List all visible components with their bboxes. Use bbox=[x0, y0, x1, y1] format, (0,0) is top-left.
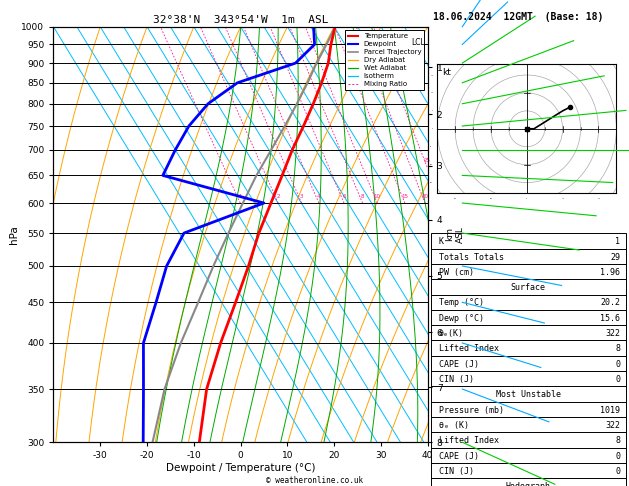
Text: Surface: Surface bbox=[511, 283, 546, 292]
Text: Hodograph: Hodograph bbox=[506, 482, 551, 486]
Text: 2: 2 bbox=[276, 194, 280, 199]
Text: 0: 0 bbox=[615, 467, 620, 476]
Text: Temp (°C): Temp (°C) bbox=[438, 298, 484, 308]
Text: 20.2: 20.2 bbox=[600, 298, 620, 308]
Text: 0: 0 bbox=[615, 360, 620, 369]
Text: 0: 0 bbox=[615, 375, 620, 384]
Text: 322: 322 bbox=[605, 421, 620, 430]
Text: Totals Totals: Totals Totals bbox=[438, 253, 504, 261]
Text: 15: 15 bbox=[401, 194, 408, 199]
Text: 322: 322 bbox=[605, 329, 620, 338]
Text: 6: 6 bbox=[342, 194, 346, 199]
Text: 1: 1 bbox=[238, 194, 242, 199]
Text: 18.06.2024  12GMT  (Base: 18): 18.06.2024 12GMT (Base: 18) bbox=[433, 12, 603, 22]
Text: kt: kt bbox=[443, 68, 452, 77]
X-axis label: Dewpoint / Temperature (°C): Dewpoint / Temperature (°C) bbox=[166, 463, 315, 473]
Text: PW (cm): PW (cm) bbox=[438, 268, 474, 277]
Text: 8: 8 bbox=[361, 194, 364, 199]
Text: 10: 10 bbox=[374, 194, 381, 199]
Text: Pressure (mb): Pressure (mb) bbox=[438, 406, 504, 415]
Text: CAPE (J): CAPE (J) bbox=[438, 360, 479, 369]
Text: 8: 8 bbox=[615, 436, 620, 445]
Text: Dewp (°C): Dewp (°C) bbox=[438, 314, 484, 323]
Text: Lifted Index: Lifted Index bbox=[438, 345, 499, 353]
Y-axis label: km
ASL: km ASL bbox=[445, 226, 465, 243]
Text: CAPE (J): CAPE (J) bbox=[438, 451, 479, 461]
Text: θₑ(K): θₑ(K) bbox=[438, 329, 464, 338]
Text: 15.6: 15.6 bbox=[600, 314, 620, 323]
Text: Most Unstable: Most Unstable bbox=[496, 390, 561, 399]
Text: 20: 20 bbox=[421, 194, 428, 199]
Y-axis label: hPa: hPa bbox=[9, 225, 19, 244]
Text: 25: 25 bbox=[423, 158, 431, 163]
Text: 0: 0 bbox=[615, 451, 620, 461]
Text: 4: 4 bbox=[317, 194, 321, 199]
Text: LCL: LCL bbox=[411, 38, 425, 47]
Text: 1.96: 1.96 bbox=[600, 268, 620, 277]
Text: Lifted Index: Lifted Index bbox=[438, 436, 499, 445]
Text: 3: 3 bbox=[300, 194, 303, 199]
Text: 1: 1 bbox=[615, 237, 620, 246]
Text: 1019: 1019 bbox=[600, 406, 620, 415]
Text: θₑ (K): θₑ (K) bbox=[438, 421, 469, 430]
Text: 29: 29 bbox=[610, 253, 620, 261]
Text: 8: 8 bbox=[615, 345, 620, 353]
Title: 32°38'N  343°54'W  1m  ASL: 32°38'N 343°54'W 1m ASL bbox=[153, 15, 328, 25]
Legend: Temperature, Dewpoint, Parcel Trajectory, Dry Adiabat, Wet Adiabat, Isotherm, Mi: Temperature, Dewpoint, Parcel Trajectory… bbox=[345, 30, 424, 90]
Text: CIN (J): CIN (J) bbox=[438, 467, 474, 476]
Text: CIN (J): CIN (J) bbox=[438, 375, 474, 384]
Text: K: K bbox=[438, 237, 443, 246]
Text: © weatheronline.co.uk: © weatheronline.co.uk bbox=[266, 476, 363, 485]
